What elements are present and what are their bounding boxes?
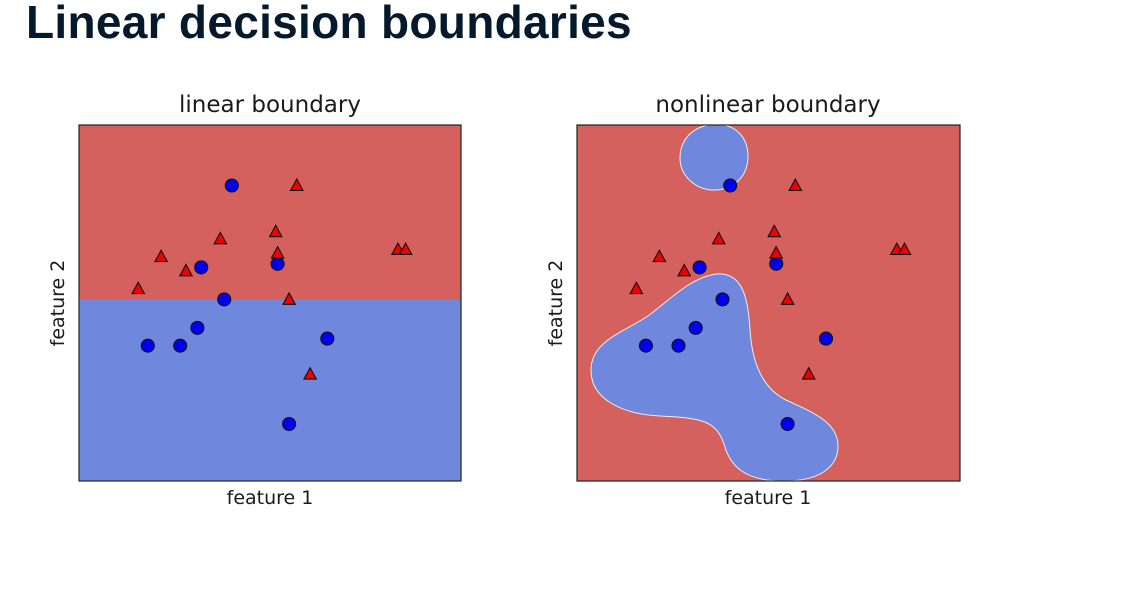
point-circle — [194, 260, 209, 275]
point-circle — [723, 178, 738, 193]
point-circle — [282, 416, 297, 432]
point-triangle — [270, 245, 285, 259]
point-triangle — [652, 249, 667, 263]
point-circle — [320, 331, 335, 346]
point-circle — [688, 320, 703, 335]
y-axis-label: feature 2 — [545, 260, 567, 347]
axes-frame — [576, 124, 961, 482]
chart-linear-boundary: linear boundary feature 1 feature 2 — [47, 92, 462, 509]
point-triangle — [213, 231, 228, 245]
point-triangle — [178, 263, 194, 277]
region-class-b-blob-top — [679, 125, 749, 191]
x-axis-label: feature 1 — [227, 487, 314, 509]
x-axis-label: feature 1 — [725, 487, 812, 509]
point-circle — [692, 260, 707, 275]
point-circle — [671, 338, 686, 353]
plot-points — [629, 177, 912, 432]
point-triangle — [769, 245, 784, 259]
point-circle — [818, 331, 834, 346]
point-triangle — [711, 231, 726, 245]
region-class-b-blob-main — [590, 273, 839, 481]
chart-title: linear boundary — [179, 92, 361, 118]
point-triangle — [268, 224, 283, 238]
chart-title: nonlinear boundary — [655, 92, 880, 118]
y-axis-label: feature 2 — [47, 260, 69, 347]
point-triangle — [154, 249, 169, 263]
point-triangle — [131, 281, 146, 295]
point-circle — [715, 292, 730, 307]
point-triangle — [897, 241, 912, 256]
point-triangle — [629, 281, 644, 295]
point-circle — [769, 256, 784, 271]
chart-nonlinear-boundary: nonlinear boundary feature 1 feature 2 — [545, 92, 961, 509]
point-circle — [780, 416, 795, 432]
point-triangle — [282, 291, 297, 305]
plot-points — [131, 177, 413, 432]
point-circle — [270, 256, 285, 271]
axes-frame — [78, 124, 462, 482]
point-circle — [217, 292, 232, 307]
point-triangle — [303, 366, 318, 380]
point-circle — [140, 338, 155, 353]
point-triangle — [289, 177, 304, 191]
point-circle — [190, 320, 205, 335]
point-triangle — [801, 366, 816, 380]
point-triangle — [398, 241, 413, 256]
point-circle — [224, 178, 239, 193]
point-triangle — [780, 291, 795, 305]
point-circle — [173, 338, 188, 353]
point-triangle — [788, 177, 803, 191]
point-triangle — [767, 224, 782, 238]
point-triangle — [677, 263, 692, 277]
region-class-b — [79, 299, 461, 481]
slide-title: Linear decision boundaries — [26, 0, 632, 48]
point-circle — [638, 338, 653, 353]
